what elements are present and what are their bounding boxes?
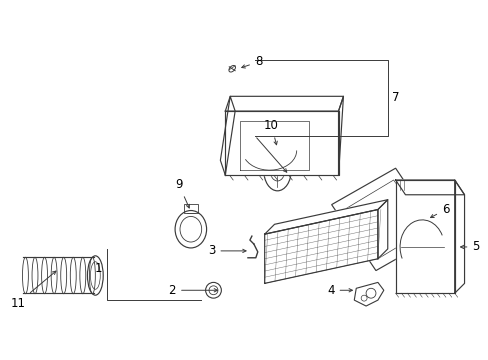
- Polygon shape: [395, 180, 464, 195]
- Text: 11: 11: [10, 271, 56, 310]
- Text: 3: 3: [208, 244, 245, 257]
- Text: 2: 2: [168, 284, 217, 297]
- Polygon shape: [225, 111, 338, 175]
- Polygon shape: [220, 96, 235, 175]
- Text: 6: 6: [429, 203, 448, 217]
- Polygon shape: [264, 200, 387, 234]
- Bar: [183, 204, 197, 213]
- Polygon shape: [338, 96, 343, 175]
- Text: 4: 4: [326, 284, 352, 297]
- Text: 9: 9: [175, 179, 189, 208]
- Polygon shape: [377, 200, 387, 259]
- Polygon shape: [395, 180, 454, 293]
- Polygon shape: [225, 96, 343, 111]
- Text: 7: 7: [391, 91, 398, 104]
- Text: 1: 1: [95, 262, 102, 275]
- Text: 10: 10: [264, 120, 279, 145]
- Text: 8: 8: [241, 55, 262, 68]
- Text: 5: 5: [460, 240, 479, 253]
- Polygon shape: [264, 210, 377, 283]
- Polygon shape: [454, 180, 464, 293]
